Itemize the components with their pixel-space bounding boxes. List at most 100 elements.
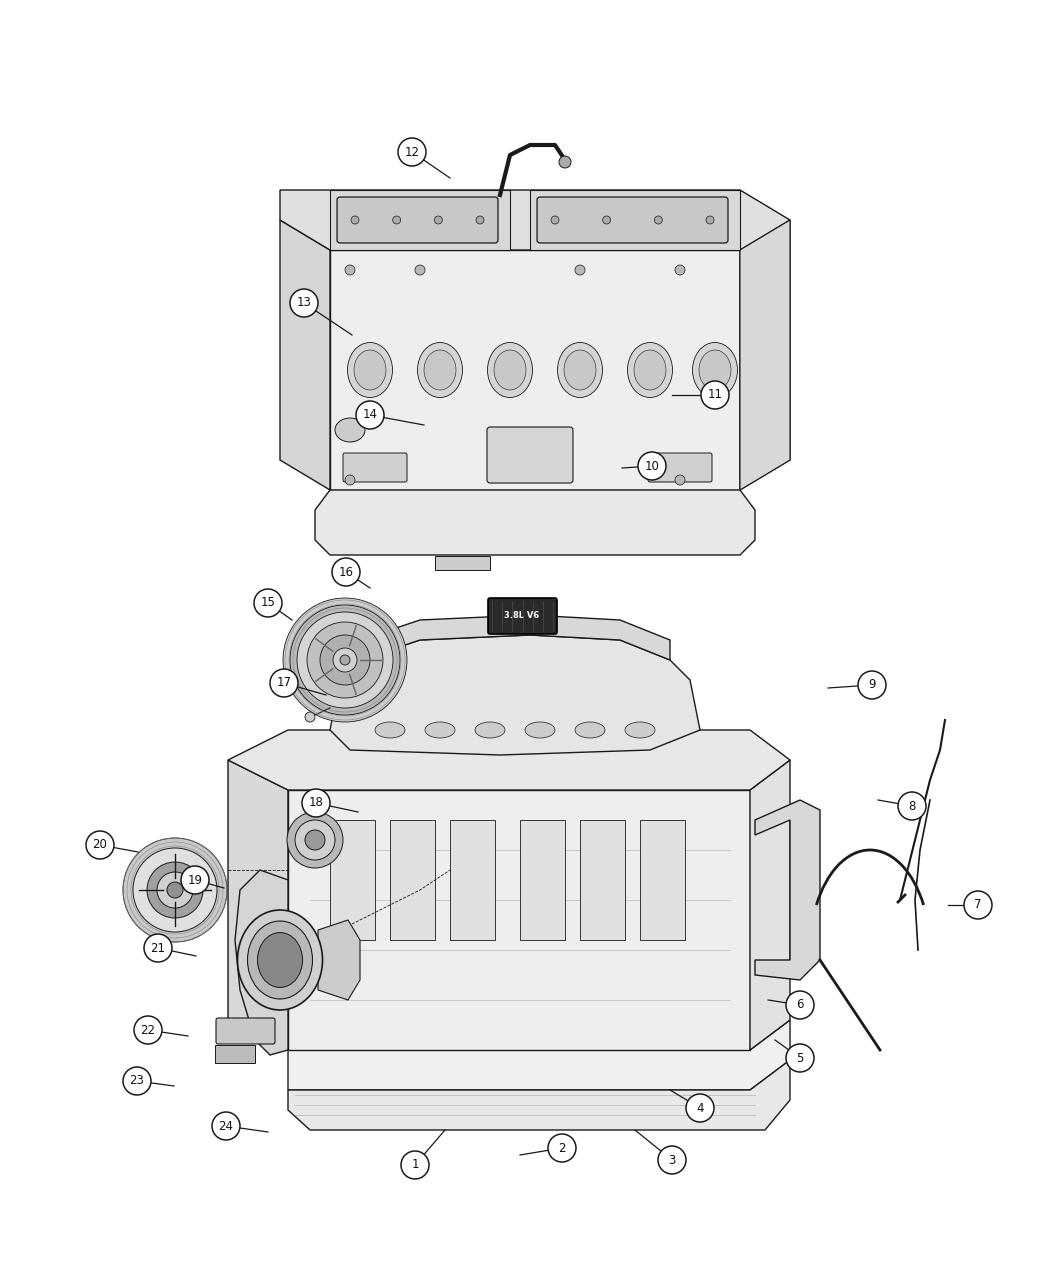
Polygon shape bbox=[390, 820, 435, 940]
Text: 7: 7 bbox=[974, 899, 982, 912]
Circle shape bbox=[345, 265, 355, 275]
FancyBboxPatch shape bbox=[343, 453, 407, 482]
Text: 5: 5 bbox=[796, 1052, 803, 1065]
Polygon shape bbox=[280, 221, 330, 490]
Text: 1: 1 bbox=[412, 1159, 419, 1172]
Polygon shape bbox=[280, 190, 790, 250]
Ellipse shape bbox=[575, 722, 605, 738]
Text: 24: 24 bbox=[218, 1119, 233, 1132]
Circle shape bbox=[638, 453, 666, 479]
Circle shape bbox=[345, 476, 355, 484]
Text: 6: 6 bbox=[796, 998, 803, 1011]
Circle shape bbox=[158, 872, 193, 908]
Circle shape bbox=[307, 622, 383, 697]
Circle shape bbox=[654, 215, 663, 224]
Polygon shape bbox=[330, 250, 740, 490]
Ellipse shape bbox=[625, 722, 655, 738]
Circle shape bbox=[786, 991, 814, 1019]
Circle shape bbox=[295, 820, 335, 861]
Polygon shape bbox=[288, 1020, 790, 1090]
Circle shape bbox=[686, 1094, 714, 1122]
Polygon shape bbox=[740, 221, 790, 490]
FancyBboxPatch shape bbox=[648, 453, 712, 482]
Circle shape bbox=[284, 598, 407, 722]
Ellipse shape bbox=[335, 418, 365, 442]
Polygon shape bbox=[580, 820, 625, 940]
Polygon shape bbox=[288, 1060, 790, 1130]
Circle shape bbox=[603, 215, 611, 224]
Polygon shape bbox=[235, 870, 288, 1054]
Circle shape bbox=[304, 830, 326, 850]
Ellipse shape bbox=[564, 351, 596, 390]
Circle shape bbox=[706, 215, 714, 224]
Text: 2: 2 bbox=[559, 1141, 566, 1154]
Text: 3: 3 bbox=[668, 1154, 676, 1167]
Ellipse shape bbox=[634, 351, 666, 390]
Circle shape bbox=[401, 1151, 429, 1179]
Text: 12: 12 bbox=[404, 145, 420, 158]
Circle shape bbox=[398, 138, 426, 166]
Circle shape bbox=[167, 882, 183, 898]
Circle shape bbox=[287, 812, 343, 868]
Ellipse shape bbox=[348, 343, 393, 398]
Circle shape bbox=[123, 1067, 151, 1095]
Circle shape bbox=[254, 589, 282, 617]
Text: 17: 17 bbox=[276, 677, 292, 690]
Text: 15: 15 bbox=[260, 597, 275, 609]
Text: 19: 19 bbox=[188, 873, 203, 886]
FancyBboxPatch shape bbox=[537, 198, 728, 244]
Polygon shape bbox=[450, 820, 495, 940]
Circle shape bbox=[297, 612, 393, 708]
Text: 9: 9 bbox=[868, 678, 876, 691]
Circle shape bbox=[123, 838, 227, 942]
Ellipse shape bbox=[487, 343, 532, 398]
Ellipse shape bbox=[693, 343, 737, 398]
Circle shape bbox=[858, 671, 886, 699]
Text: 8: 8 bbox=[908, 799, 916, 812]
Circle shape bbox=[675, 476, 685, 484]
Text: 13: 13 bbox=[296, 297, 312, 310]
Circle shape bbox=[290, 289, 318, 317]
Ellipse shape bbox=[248, 921, 313, 1000]
Circle shape bbox=[351, 215, 359, 224]
Circle shape bbox=[898, 792, 926, 820]
Polygon shape bbox=[360, 615, 670, 660]
FancyBboxPatch shape bbox=[487, 427, 573, 483]
Ellipse shape bbox=[475, 722, 505, 738]
Circle shape bbox=[559, 156, 571, 168]
Polygon shape bbox=[330, 190, 510, 250]
Ellipse shape bbox=[237, 910, 322, 1010]
Circle shape bbox=[415, 265, 425, 275]
Text: 11: 11 bbox=[708, 389, 722, 402]
FancyBboxPatch shape bbox=[337, 198, 498, 244]
Circle shape bbox=[333, 648, 357, 672]
Circle shape bbox=[147, 862, 203, 918]
Polygon shape bbox=[750, 760, 790, 1051]
Ellipse shape bbox=[375, 722, 405, 738]
Circle shape bbox=[304, 711, 315, 722]
Circle shape bbox=[320, 635, 370, 685]
Polygon shape bbox=[315, 490, 755, 555]
Ellipse shape bbox=[628, 343, 672, 398]
Circle shape bbox=[393, 215, 401, 224]
Bar bbox=[435, 556, 490, 570]
Polygon shape bbox=[288, 790, 750, 1051]
Ellipse shape bbox=[494, 351, 526, 390]
Text: 21: 21 bbox=[150, 941, 166, 955]
Circle shape bbox=[701, 381, 729, 409]
Ellipse shape bbox=[525, 722, 555, 738]
Circle shape bbox=[476, 215, 484, 224]
Circle shape bbox=[134, 1016, 162, 1044]
Text: 23: 23 bbox=[129, 1075, 145, 1088]
Ellipse shape bbox=[418, 343, 462, 398]
Circle shape bbox=[786, 1044, 814, 1072]
Text: 4: 4 bbox=[696, 1102, 704, 1114]
Circle shape bbox=[270, 669, 298, 697]
Polygon shape bbox=[520, 820, 565, 940]
Ellipse shape bbox=[257, 932, 302, 988]
Circle shape bbox=[181, 866, 209, 894]
Circle shape bbox=[658, 1146, 686, 1174]
Circle shape bbox=[332, 558, 360, 587]
Ellipse shape bbox=[425, 722, 455, 738]
Text: 22: 22 bbox=[141, 1024, 155, 1037]
